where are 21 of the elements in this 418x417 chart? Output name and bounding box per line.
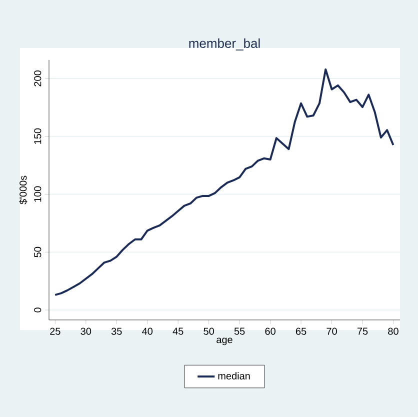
legend-label: median [218, 372, 250, 380]
x-tick-label: 25 [50, 328, 60, 335]
y-tick-label: 150 [34, 128, 42, 144]
x-tick-label: 30 [80, 328, 92, 335]
y-axis-title: $'000s [19, 176, 28, 204]
y-tick-label: 50 [34, 246, 42, 258]
x-tick-label: 45 [172, 328, 184, 335]
x-tick-label: 65 [296, 328, 306, 335]
y-tick-label: 100 [34, 186, 42, 202]
x-tick-label: 70 [326, 328, 337, 335]
x-tick-label: 60 [265, 328, 276, 335]
chart-title: member_bal [189, 38, 260, 50]
x-tick-label: 35 [111, 328, 122, 335]
y-tick-label: 200 [34, 70, 42, 86]
x-tick-label: 80 [388, 328, 398, 335]
x-axis-title: age [216, 338, 232, 346]
x-tick-label: 40 [142, 328, 153, 335]
x-tick-label: 75 [357, 328, 368, 335]
y-tick-label: 0 [34, 308, 42, 312]
x-tick-label: 50 [204, 328, 214, 335]
x-tick-label: 55 [234, 328, 245, 335]
